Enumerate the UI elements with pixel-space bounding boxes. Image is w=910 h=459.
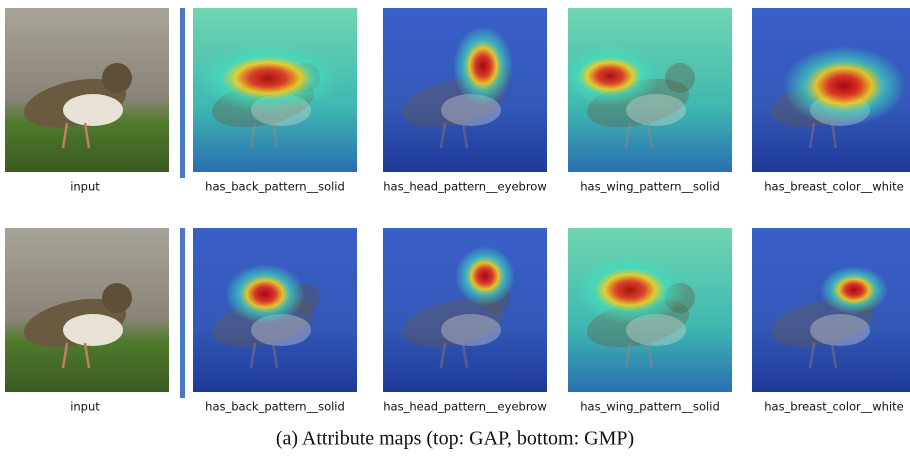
image-content [752, 8, 910, 172]
bird-head [102, 63, 132, 93]
image-label: has_wing_pattern__solid [580, 400, 720, 414]
bird-legs [624, 122, 654, 149]
bird-legs [249, 342, 279, 369]
bird-legs [439, 342, 469, 369]
attribute-map [568, 228, 732, 392]
image-content [193, 228, 357, 392]
heat-spot [455, 246, 515, 306]
attribute-map [193, 228, 357, 392]
attribute-map [752, 228, 910, 392]
attribute-map [383, 8, 547, 172]
image-label: has_head_pattern__eyebrow [383, 180, 546, 194]
heat-spot [568, 46, 660, 106]
heat-spot [782, 46, 906, 126]
attribute-map [193, 8, 357, 172]
bird-legs [624, 342, 654, 369]
image-label: has_back_pattern__solid [205, 400, 345, 414]
attribute-map [752, 8, 910, 172]
input-image [5, 228, 169, 392]
caption: (a) Attribute maps (top: GAP, bottom: GM… [276, 428, 634, 450]
image-content [752, 228, 910, 392]
attribute-map [383, 228, 547, 392]
bird-legs [61, 122, 91, 149]
image-content [5, 8, 169, 172]
heat-spot [196, 44, 340, 112]
heat-spot [225, 264, 305, 324]
separator-bar [180, 8, 185, 178]
image-label: has_breast_color__white [764, 400, 904, 414]
heat-spot [574, 256, 686, 324]
image-label: has_head_pattern__eyebrow [383, 400, 546, 414]
image-content [5, 228, 169, 392]
image-label: has_breast_color__white [764, 180, 904, 194]
bird-breast [626, 94, 686, 126]
image-content [383, 8, 547, 172]
bird-legs [808, 122, 838, 149]
map-bg [752, 228, 910, 392]
attribute-map [568, 8, 732, 172]
bird-breast [63, 94, 123, 126]
heat-spot [820, 266, 888, 314]
image-label: input [70, 180, 100, 194]
bird-body [401, 298, 505, 348]
separator-bar [180, 228, 185, 398]
bird-legs [61, 342, 91, 369]
bird-breast [810, 314, 870, 346]
heat-spot [453, 26, 513, 106]
image-content [568, 228, 732, 392]
image-label: has_back_pattern__solid [205, 180, 345, 194]
bird-legs [808, 342, 838, 369]
image-label: has_wing_pattern__solid [580, 180, 720, 194]
bird-head [102, 283, 132, 313]
bird-legs [249, 122, 279, 149]
image-content [568, 8, 732, 172]
image-label: input [70, 400, 100, 414]
image-content [383, 228, 547, 392]
input-image [5, 8, 169, 172]
bird-breast [441, 314, 501, 346]
bird-head [665, 63, 695, 93]
image-content [193, 8, 357, 172]
bird-legs [439, 122, 469, 149]
bird-breast [63, 314, 123, 346]
